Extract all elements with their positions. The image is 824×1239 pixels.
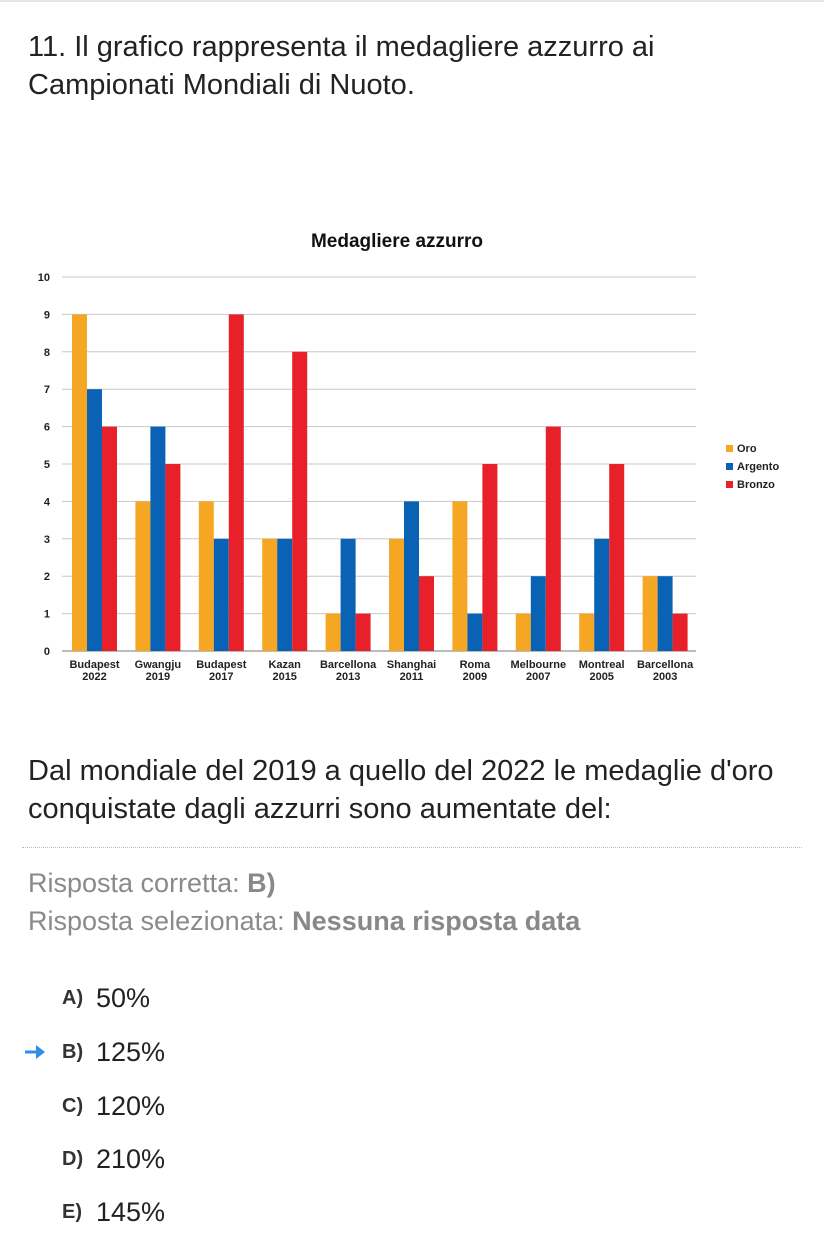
bar-oro [389,538,404,651]
x-tick-year: 2003 [653,671,677,683]
legend-label-argento: Argento [737,461,779,473]
x-tick-year: 2009 [463,671,487,683]
x-tick-label: Budapest [196,659,246,671]
bar-bronzo [165,464,181,651]
selected-answer-value: Nessuna risposta data [292,906,581,936]
legend-label-bronzo: Bronzo [737,479,775,491]
bar-bronzo [292,351,308,651]
bar-bronzo [419,576,434,651]
bar-bronzo [672,613,688,651]
bar-argento [340,538,356,651]
bar-argento [213,538,229,651]
y-tick-label: 1 [44,609,50,621]
y-tick-label: 7 [44,384,50,396]
bar-oro [515,613,531,651]
bar-oro [262,538,278,651]
x-tick-label: Kazan [268,659,301,671]
bar-argento [404,501,419,651]
option-text: 50% [96,982,151,1013]
option-text: 210% [96,1143,166,1174]
correct-answer-line: Risposta corretta: B) [28,868,276,899]
selected-answer-line: Risposta selezionata: Nessuna risposta d… [28,906,580,937]
bar-oro [72,314,87,651]
chart-title: Medagliere azzurro [311,231,483,252]
x-tick-year: 2011 [400,671,424,683]
x-tick-label: Montreal [579,659,625,671]
option-letter: D) [62,1147,84,1170]
y-tick-label: 4 [44,496,51,508]
bar-bronzo [609,464,625,651]
answer-divider [22,847,802,848]
x-tick-label: Gwangju [135,659,181,671]
bar-bronzo [482,464,498,651]
top-divider [0,0,824,2]
chart-bars [72,314,688,651]
y-tick-label: 0 [44,646,50,658]
x-tick-label: Barcellona [320,659,377,671]
option-c[interactable]: C) 120% [52,1086,165,1126]
medal-bar-chart: Medagliere azzurro 012345678910Budapest2… [38,231,780,683]
option-a[interactable]: A) 50% [52,978,150,1018]
correct-answer-label: Risposta corretta: [28,868,240,898]
bar-argento [150,426,166,651]
y-tick-label: 2 [44,571,50,583]
y-tick-label: 3 [44,534,50,546]
y-tick-label: 9 [44,309,50,321]
question-title: 11. Il grafico rappresenta il medagliere… [28,31,655,101]
correct-answer-value: B) [247,868,276,898]
x-tick-label: Budapest [69,659,119,671]
x-tick-year: 2005 [589,671,613,683]
x-tick-year: 2013 [336,671,360,683]
bar-bronzo [545,426,561,651]
option-letter: A) [62,986,84,1009]
option-d[interactable]: D) 210% [52,1139,165,1179]
bar-bronzo [228,314,244,651]
bar-oro [325,613,341,651]
option-e[interactable]: E) 145% [52,1192,165,1232]
bar-argento [277,538,293,651]
x-tick-label: Melbourne [510,659,566,671]
option-letter: C) [62,1094,84,1117]
option-letter: B) [62,1040,84,1063]
chart-axes: 012345678910Budapest2022Gwangju2019Budap… [38,272,694,683]
x-tick-label: Shanghai [387,659,437,671]
option-text: 125% [96,1036,166,1067]
bar-oro [452,501,468,651]
bar-argento [467,613,483,651]
bar-argento [530,576,546,651]
x-tick-year: 2019 [146,671,170,683]
option-letter: E) [62,1200,82,1223]
bar-oro [642,576,658,651]
option-text: 145% [96,1196,166,1227]
y-tick-label: 5 [44,459,50,471]
bar-bronzo [102,426,117,651]
selected-answer-label: Risposta selezionata: [28,906,285,936]
option-b[interactable]: B) 125% [25,1032,166,1072]
bar-argento [657,576,673,651]
legend-swatch-argento [726,463,733,470]
bar-oro [579,613,595,651]
bar-bronzo [355,613,371,651]
bar-argento [87,389,102,651]
y-tick-label: 8 [44,347,50,359]
bar-oro [135,501,151,651]
x-tick-year: 2007 [526,671,550,683]
legend-label-oro: Oro [737,443,757,455]
x-tick-year: 2022 [82,671,106,683]
option-text: 120% [96,1090,166,1121]
y-tick-label: 10 [38,272,50,284]
x-tick-year: 2017 [209,671,233,683]
question-text: Dal mondiale del 2019 a quello del 2022 … [28,755,774,825]
x-tick-year: 2015 [272,671,296,683]
legend-swatch-oro [726,445,733,452]
bar-argento [594,538,610,651]
x-tick-label: Roma [460,659,491,671]
y-tick-label: 6 [44,422,50,434]
bar-oro [198,501,214,651]
legend-swatch-bronzo [726,481,733,488]
x-tick-label: Barcellona [637,659,694,671]
chart-legend: Oro Argento Bronzo [726,443,779,491]
